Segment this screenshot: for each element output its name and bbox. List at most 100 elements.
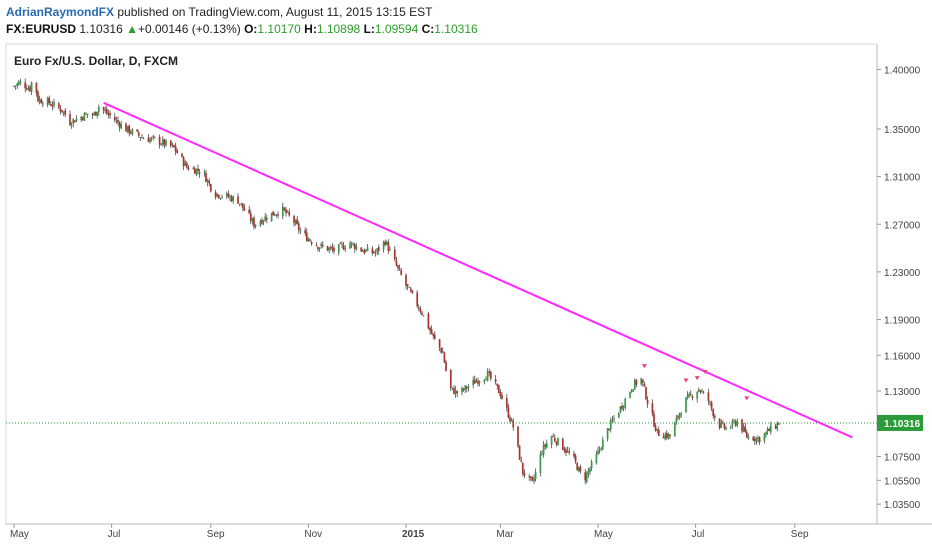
candle-down — [285, 209, 287, 214]
candle-up — [70, 125, 73, 126]
candle-down — [512, 420, 515, 428]
time-tick-label: Jul — [108, 529, 121, 540]
candle-up — [30, 82, 33, 92]
candle-up — [206, 179, 209, 183]
candle-up — [328, 247, 331, 251]
candle-down — [198, 172, 201, 174]
candle-down — [272, 211, 275, 216]
candle-up — [203, 172, 206, 173]
price-tick-label: 1.27000 — [884, 220, 921, 231]
candle-down — [721, 422, 724, 423]
candle-down — [371, 248, 374, 253]
candle-up — [171, 144, 174, 146]
candle-up — [733, 421, 735, 423]
candle-up — [385, 241, 388, 245]
publish-info: AdrianRaymondFX published on TradingView… — [6, 5, 432, 19]
candle-up — [757, 437, 759, 440]
candle-down — [230, 196, 233, 202]
candle-up — [126, 125, 129, 132]
candle-up — [149, 138, 151, 143]
candle-down — [768, 428, 771, 431]
candle-down — [397, 265, 399, 268]
candle-down — [69, 114, 71, 125]
signal-marker — [683, 378, 689, 383]
candle-up — [93, 112, 95, 115]
candle-down — [297, 223, 300, 231]
candle-up — [725, 427, 727, 430]
candle-up — [19, 81, 22, 84]
candle-up — [464, 385, 467, 390]
candle-up — [72, 119, 75, 124]
candle-down — [635, 380, 638, 385]
candle-down — [774, 425, 777, 429]
candle-up — [763, 433, 766, 442]
signal-marker — [694, 376, 700, 381]
candle-up — [475, 380, 478, 383]
candle-up — [597, 450, 599, 454]
candle-down — [277, 214, 279, 216]
trendline-layer[interactable] — [103, 101, 853, 439]
candle-up — [534, 471, 537, 480]
candle-down — [187, 167, 190, 170]
candle-up — [221, 196, 223, 198]
price-axis[interactable]: 1.40000 1.35000 1.31000 1.27000 1.23000 1.190… — [877, 65, 923, 511]
candle-up — [598, 449, 601, 451]
candle-down — [417, 307, 420, 309]
candle-up — [141, 137, 143, 139]
candle-up — [640, 378, 643, 385]
candle-up — [422, 314, 425, 316]
candle-down — [158, 136, 161, 145]
signal-marker — [641, 364, 647, 369]
price-tick-label: 1.03500 — [884, 500, 921, 511]
candle-down — [197, 168, 199, 171]
candle-up — [83, 112, 86, 121]
candle-down — [563, 448, 566, 452]
candle-up — [229, 196, 231, 198]
candle-down — [576, 462, 579, 471]
candle-up — [184, 162, 187, 166]
candle-down — [691, 396, 694, 399]
candle-up — [542, 444, 545, 455]
candle-down — [579, 466, 582, 472]
candle-up — [613, 418, 615, 420]
candle-down — [712, 408, 715, 416]
candle-up — [539, 454, 542, 473]
candle-down — [315, 245, 318, 246]
candle-down — [517, 426, 519, 446]
candle-down — [25, 88, 28, 90]
candle-up — [251, 218, 254, 222]
candle-down — [341, 244, 343, 246]
trendline[interactable] — [103, 101, 853, 439]
signal-marker — [744, 396, 750, 401]
time-axis[interactable]: May Jul Sep Nov 2015 Mar May Jul Sep — [10, 524, 809, 540]
candle-down — [409, 288, 412, 292]
candle-up — [62, 111, 65, 113]
candle-down — [745, 431, 748, 438]
candle-down — [453, 388, 455, 395]
candle-down — [243, 207, 246, 211]
candle-down — [91, 114, 94, 116]
candle-down — [363, 249, 366, 254]
candle-down — [387, 242, 390, 252]
close-label: C: — [421, 22, 435, 36]
candle-down — [128, 125, 131, 134]
candle-down — [449, 369, 452, 389]
candle-up — [577, 467, 580, 472]
candle-down — [608, 428, 611, 430]
candle-down — [139, 137, 142, 138]
candle-up — [80, 116, 83, 121]
candle-down — [531, 477, 534, 481]
published-text: published on TradingView.com, August 11,… — [117, 5, 433, 19]
signal-marker — [702, 370, 708, 375]
candle-down — [699, 390, 702, 393]
candle-down — [393, 249, 396, 260]
author-link[interactable]: AdrianRaymondFX — [6, 5, 115, 19]
price-change: +0.00146 (+0.13%) — [137, 22, 241, 36]
candle-down — [555, 441, 558, 445]
candle-down — [333, 248, 335, 252]
candle-up — [254, 224, 257, 227]
candle-down — [713, 415, 716, 418]
candle-down — [499, 392, 502, 397]
candle-down — [523, 472, 526, 476]
